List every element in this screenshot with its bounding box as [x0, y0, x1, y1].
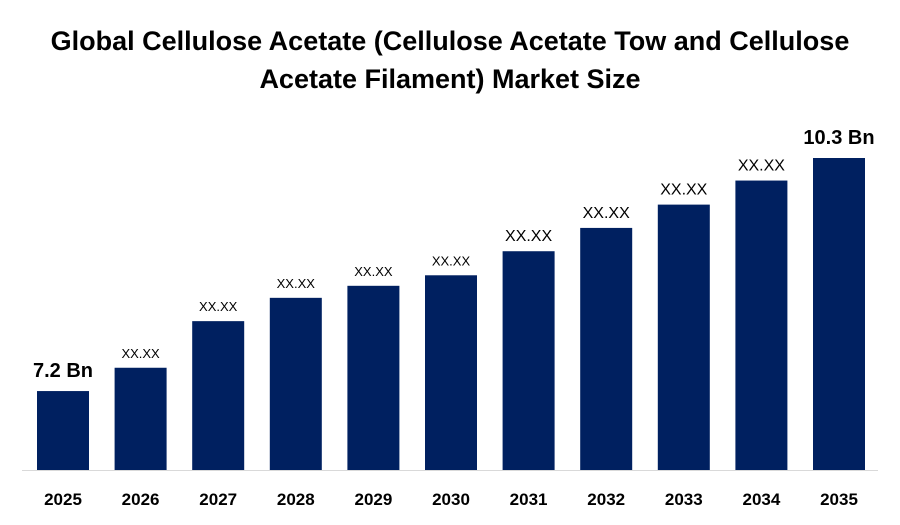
- bar-2027: [192, 321, 245, 470]
- x-tick-label: 2028: [277, 490, 315, 509]
- bar-2030: [425, 275, 477, 470]
- data-label-2028: XX.XX: [277, 276, 316, 291]
- x-tick-label: 2026: [122, 490, 160, 509]
- bar-2032: [580, 227, 633, 470]
- x-tick-label: 2030: [432, 490, 470, 509]
- bar-2034: [735, 180, 788, 471]
- data-label-2029: XX.XX: [354, 264, 393, 279]
- bar-2033: [657, 204, 710, 470]
- data-label-2025: 7.2 Bn: [33, 360, 93, 382]
- x-tick-label: 2035: [820, 490, 858, 509]
- chart-title: Global Cellulose Acetate (Cellulose Acet…: [50, 26, 850, 94]
- x-tick-label: 2025: [44, 490, 82, 509]
- data-label-2031: XX.XX: [505, 228, 552, 245]
- bar-2031: [502, 251, 555, 470]
- bar-2025: [37, 391, 89, 470]
- data-label-2027: XX.XX: [199, 299, 238, 314]
- bar-2035: [813, 158, 865, 470]
- data-label-2032: XX.XX: [583, 205, 630, 222]
- bar-2028: [269, 297, 322, 470]
- data-label-2034: XX.XX: [738, 158, 785, 175]
- bar-2029: [347, 285, 400, 470]
- data-label-2035: 10.3 Bn: [803, 127, 874, 149]
- data-label-2033: XX.XX: [660, 182, 707, 199]
- x-tick-label: 2027: [199, 490, 237, 509]
- x-tick-label: 2031: [510, 490, 548, 509]
- bar-2026: [114, 367, 167, 470]
- data-label-2030: XX.XX: [432, 253, 471, 268]
- x-tick-label: 2032: [587, 490, 625, 509]
- x-tick-label: 2029: [354, 490, 392, 509]
- x-tick-label: 2033: [665, 490, 703, 509]
- x-tick-label: 2034: [742, 490, 780, 509]
- data-label-2026: XX.XX: [121, 346, 160, 361]
